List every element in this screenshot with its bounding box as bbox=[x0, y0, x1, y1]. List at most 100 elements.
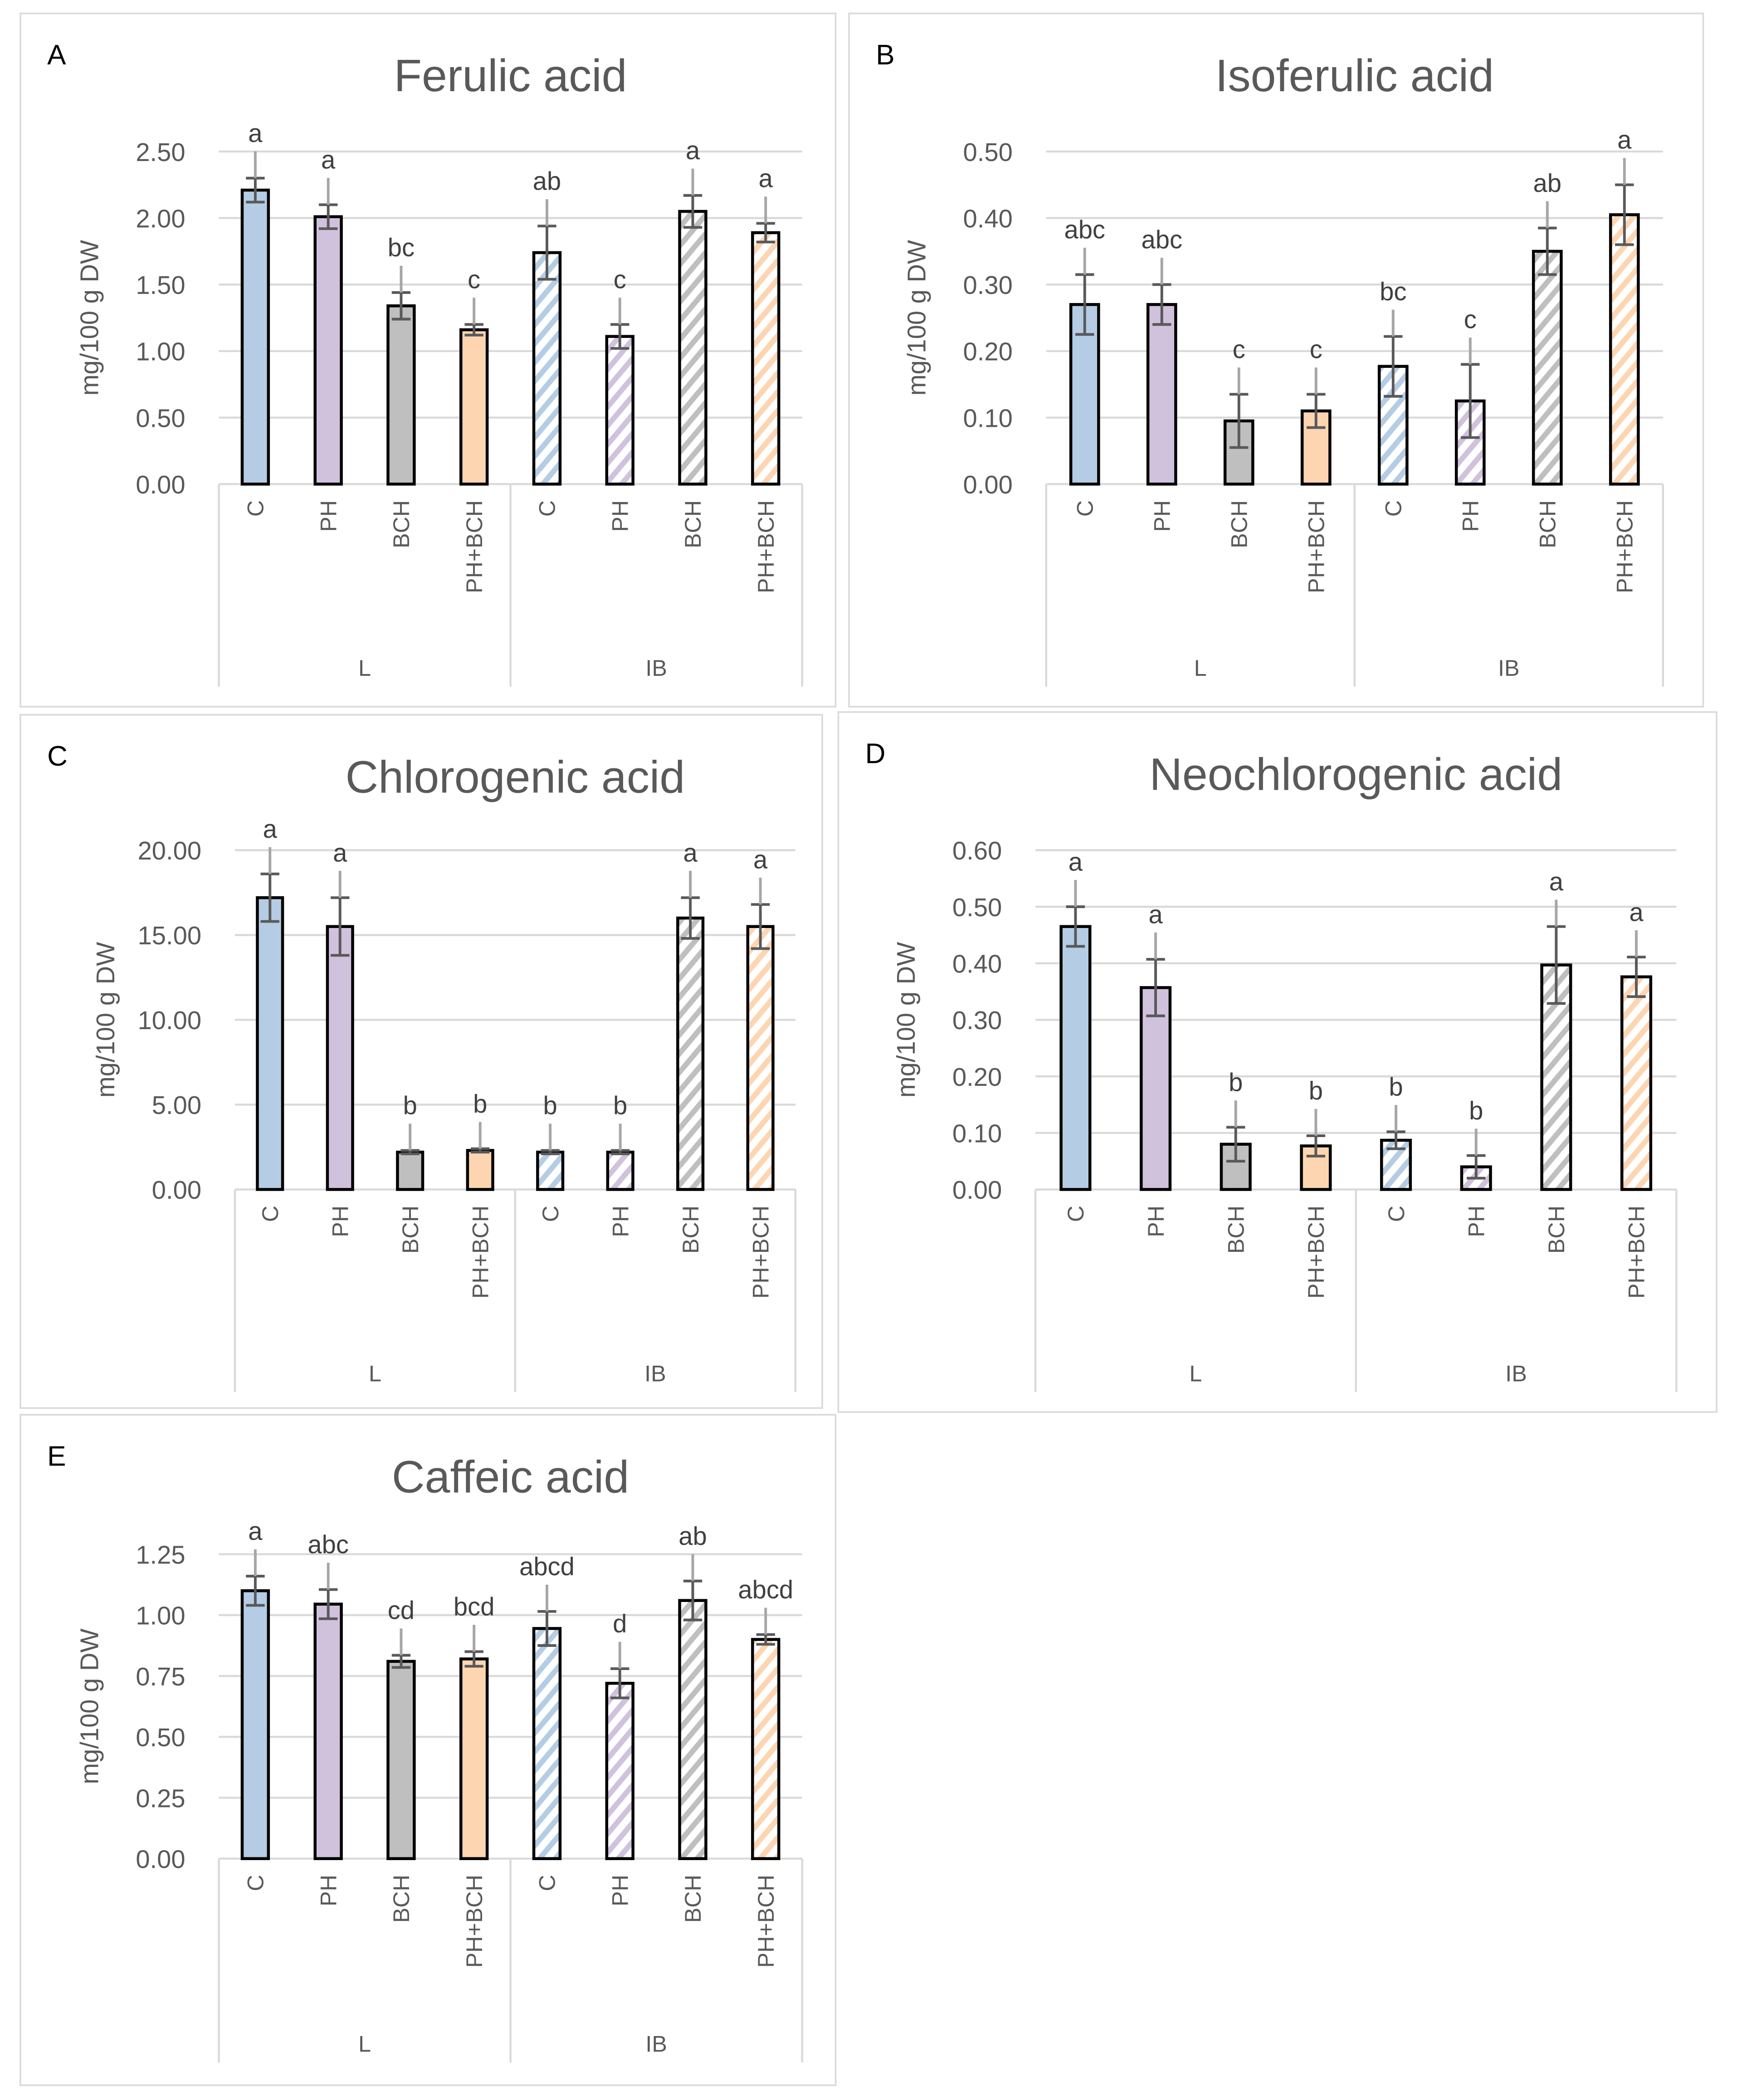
x-group-label: L bbox=[358, 2032, 371, 2057]
y-tick-label: 0.00 bbox=[136, 470, 185, 499]
error-bar bbox=[683, 168, 703, 229]
y-tick-label: 1.25 bbox=[136, 1540, 185, 1569]
error-bar bbox=[246, 151, 265, 204]
y-tick-label: 0.30 bbox=[963, 271, 1013, 299]
significance-letter: a bbox=[1148, 900, 1163, 928]
bar bbox=[606, 1150, 634, 1191]
bar bbox=[1454, 399, 1486, 486]
significance-letter: a bbox=[248, 1517, 263, 1545]
x-category-label: BCH bbox=[680, 1875, 706, 1923]
x-category-label: PH+BCH bbox=[1624, 1206, 1649, 1299]
panel-border bbox=[20, 1414, 837, 2086]
bar bbox=[746, 925, 775, 1191]
x-category-label: PH bbox=[1149, 500, 1175, 532]
chart-panel-b: B Isoferulic acid 0.00 0.10 0.20 0.30 0.40 0.50… bbox=[848, 12, 1704, 708]
y-tick-label: 2.50 bbox=[136, 138, 185, 166]
y-tick-label: 0.20 bbox=[952, 1063, 1002, 1091]
x-category-label: PH bbox=[607, 500, 633, 532]
x-category-label: C bbox=[1384, 1206, 1409, 1222]
significance-letter: a bbox=[753, 845, 768, 874]
x-category-label: BCH bbox=[678, 1206, 703, 1254]
error-bar bbox=[751, 878, 770, 950]
y-tick-label: 0.00 bbox=[136, 1845, 185, 1874]
error-bar bbox=[610, 1641, 629, 1700]
y-axis-label: mg/100 g DW bbox=[903, 240, 931, 396]
error-bar bbox=[1547, 899, 1566, 1005]
significance-letter: bc bbox=[1380, 277, 1406, 306]
significance-letter: abcd bbox=[738, 1575, 793, 1604]
bar bbox=[678, 1599, 707, 1861]
error-bar bbox=[541, 1123, 560, 1155]
bar bbox=[676, 916, 705, 1191]
error-bar bbox=[464, 1625, 483, 1668]
significance-letter: b bbox=[473, 1089, 487, 1118]
x-category-label: C bbox=[243, 1875, 268, 1891]
bar bbox=[1532, 249, 1563, 486]
y-tick-label: 0.50 bbox=[963, 138, 1013, 166]
y-tick-label: 0.60 bbox=[952, 836, 1002, 865]
y-tick-label: 2.00 bbox=[136, 204, 185, 233]
error-bar bbox=[610, 298, 629, 350]
bar bbox=[466, 1149, 494, 1191]
y-tick-label: 0.00 bbox=[963, 470, 1013, 499]
significance-letter: bc bbox=[388, 233, 415, 262]
x-category-label: PH+BCH bbox=[462, 500, 487, 593]
x-category-label: C bbox=[1072, 500, 1098, 517]
error-bar bbox=[1461, 337, 1480, 439]
panel-label: E bbox=[47, 1441, 66, 1472]
y-tick-label: 0.25 bbox=[136, 1784, 185, 1812]
y-tick-label: 0.50 bbox=[136, 1723, 185, 1752]
bar bbox=[532, 251, 562, 486]
significance-letter: bcd bbox=[454, 1592, 495, 1621]
chart-panel-e: E Caffeic acid 0.00 0.25 0.50 0.75 1.00 1.25 mg/… bbox=[20, 1414, 837, 2086]
error-bar bbox=[1146, 932, 1165, 1017]
error-bar bbox=[464, 298, 483, 337]
error-bar bbox=[318, 1563, 338, 1620]
x-category-label: PH bbox=[607, 1875, 633, 1906]
bar bbox=[1146, 303, 1177, 486]
bar bbox=[1220, 1143, 1252, 1191]
bar bbox=[751, 1638, 781, 1861]
bar bbox=[459, 328, 489, 486]
significance-letter: a bbox=[1549, 867, 1564, 896]
x-group-label: L bbox=[1189, 1361, 1202, 1386]
bar bbox=[1620, 975, 1653, 1191]
bar bbox=[396, 1150, 424, 1191]
y-tick-label: 0.00 bbox=[952, 1176, 1002, 1204]
x-category-label: PH+BCH bbox=[1303, 1206, 1329, 1299]
y-tick-label: 0.30 bbox=[952, 1006, 1002, 1035]
x-category-label: BCH bbox=[398, 1206, 423, 1254]
significance-letter: a bbox=[686, 136, 700, 165]
error-bar bbox=[1627, 930, 1646, 998]
y-tick-label: 0.00 bbox=[152, 1176, 201, 1204]
bar bbox=[678, 210, 707, 486]
x-category-label: PH+BCH bbox=[1612, 500, 1638, 593]
error-bar bbox=[537, 1584, 556, 1647]
x-group-label: L bbox=[369, 1361, 381, 1386]
chart-title: Caffeic acid bbox=[392, 1452, 629, 1503]
significance-letter: b bbox=[613, 1091, 627, 1120]
y-tick-label: 0.20 bbox=[963, 337, 1013, 366]
significance-letter: c bbox=[614, 265, 626, 294]
x-category-label: PH bbox=[316, 500, 341, 532]
x-group-label: IB bbox=[1498, 655, 1519, 681]
chart-panel-c: C Chlorogenic acid 0.00 5.00 10.00 15.00 20.00… bbox=[20, 714, 823, 1409]
x-category-label: BCH bbox=[1223, 1206, 1249, 1254]
x-group-label: L bbox=[358, 655, 371, 681]
error-bar bbox=[400, 1123, 420, 1155]
y-axis-label: mg/100 g DW bbox=[75, 1629, 103, 1784]
chart-panel-a: A Ferulic acid 0.00 0.50 1.00 1.50 2.00 2.50 mg/… bbox=[20, 12, 837, 708]
significance-letter: a bbox=[333, 838, 347, 867]
bar bbox=[256, 896, 284, 1191]
y-tick-label: 0.40 bbox=[952, 950, 1002, 978]
chart-title: Chlorogenic acid bbox=[346, 752, 685, 802]
x-category-label: BCH bbox=[389, 500, 414, 548]
error-bar bbox=[1230, 367, 1249, 449]
bar bbox=[313, 1602, 343, 1861]
panel-label: C bbox=[47, 741, 68, 772]
bar bbox=[240, 1589, 270, 1861]
y-tick-label: 1.00 bbox=[136, 1602, 185, 1630]
significance-letter: b bbox=[543, 1091, 557, 1120]
error-bar bbox=[1226, 1100, 1245, 1163]
significance-letter: cd bbox=[388, 1596, 415, 1625]
